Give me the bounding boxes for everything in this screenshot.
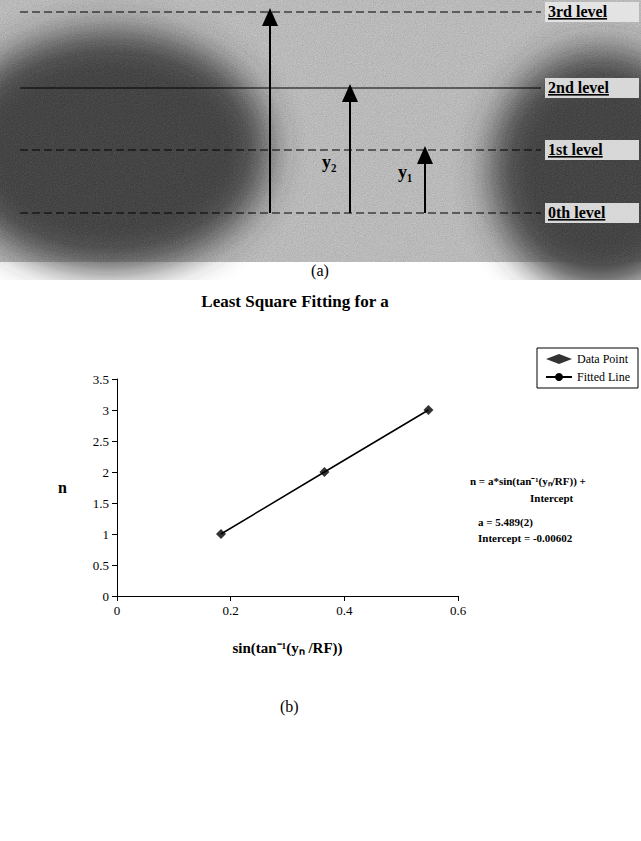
svg-text:0.5: 0.5 — [93, 558, 109, 573]
svg-text:0: 0 — [114, 603, 121, 618]
svg-text:n = a*sin(tan⁻¹(yₙ/RF)) +: n = a*sin(tan⁻¹(yₙ/RF)) + — [470, 475, 586, 488]
svg-text:Intercept = -0.00602: Intercept = -0.00602 — [478, 532, 573, 544]
svg-text:(b): (b) — [280, 698, 299, 716]
svg-text:sin(tan⁻¹(yₙ /RF)): sin(tan⁻¹(yₙ /RF)) — [232, 640, 342, 657]
svg-text:0.4: 0.4 — [336, 603, 353, 618]
svg-text:0.6: 0.6 — [450, 603, 467, 618]
svg-text:n: n — [58, 479, 67, 496]
svg-text:Fitted Line: Fitted Line — [577, 370, 630, 384]
svg-text:3.5: 3.5 — [93, 372, 109, 387]
svg-text:2.5: 2.5 — [93, 434, 109, 449]
svg-text:2: 2 — [103, 465, 110, 480]
svg-text:Intercept: Intercept — [530, 492, 574, 504]
svg-text:Data Point: Data Point — [577, 352, 629, 366]
svg-text:Least Square Fitting for a: Least Square Fitting for a — [201, 292, 389, 311]
svg-text:3rd level: 3rd level — [548, 3, 608, 20]
svg-text:0: 0 — [103, 589, 110, 604]
svg-text:(a): (a) — [311, 262, 329, 280]
svg-text:1st level: 1st level — [548, 141, 603, 158]
svg-text:y₂: y₂ — [322, 152, 336, 172]
svg-text:1.5: 1.5 — [93, 496, 109, 511]
svg-text:0.2: 0.2 — [223, 603, 239, 618]
svg-text:2nd level: 2nd level — [548, 79, 609, 96]
svg-text:1: 1 — [103, 527, 110, 542]
svg-text:a = 5.489(2): a = 5.489(2) — [478, 516, 533, 529]
svg-text:y₁: y₁ — [398, 162, 412, 182]
svg-text:0th level: 0th level — [548, 204, 606, 221]
svg-text:3: 3 — [103, 403, 110, 418]
